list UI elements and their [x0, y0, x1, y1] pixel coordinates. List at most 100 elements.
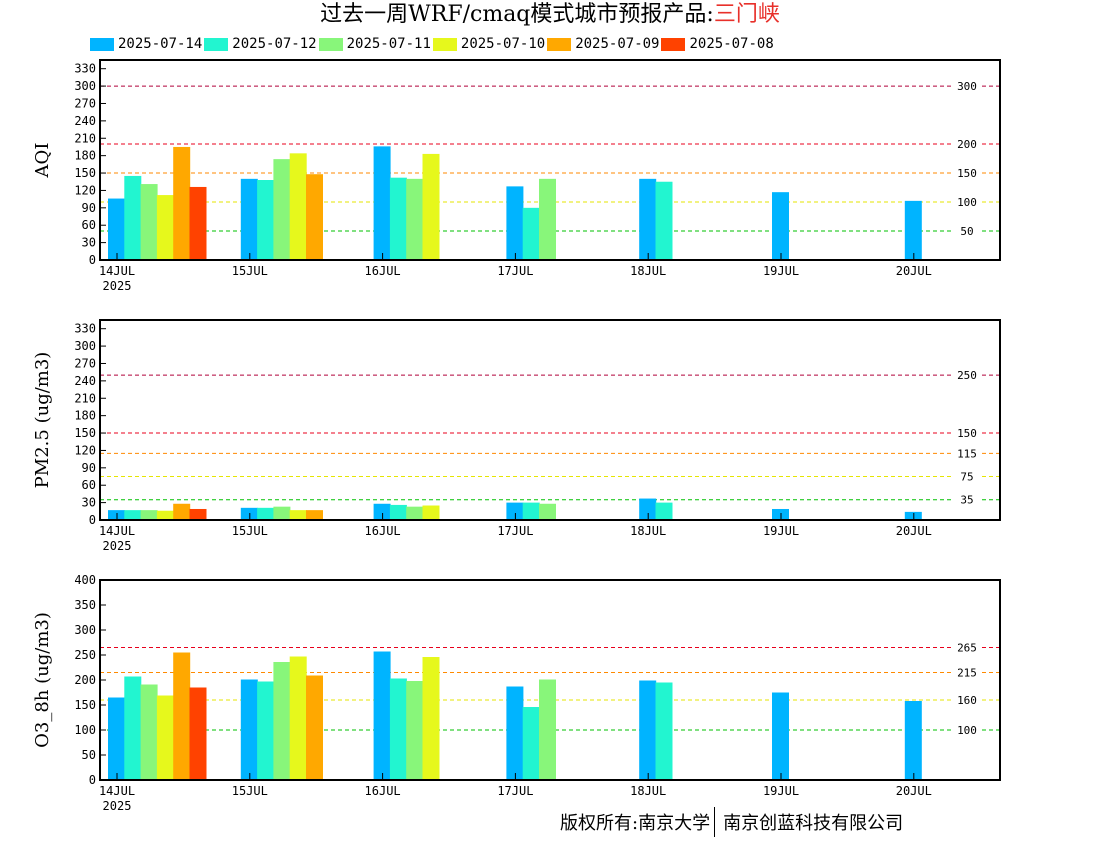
bar — [240, 507, 258, 520]
bar — [189, 687, 207, 780]
bar — [124, 510, 142, 520]
x-tick-label: 15JUL — [232, 264, 268, 278]
x-tick-label: 17JUL — [497, 784, 533, 798]
y-tick-label: 50 — [82, 748, 96, 762]
legend-label: 2025-07-12 — [232, 36, 317, 52]
x-tick-label: 19JUL — [763, 784, 799, 798]
y-axis-label: O3_8h (ug/m3) — [32, 612, 53, 748]
threshold-label: 250 — [957, 369, 977, 382]
threshold-label: 100 — [957, 196, 977, 209]
y-tick-label: 150 — [74, 426, 96, 440]
bar — [406, 178, 424, 260]
plot-frame — [99, 59, 1001, 261]
y-axis-label: AQI — [32, 143, 53, 179]
bar — [124, 175, 142, 260]
chart-title-main: 过去一周WRF/cmaq模式城市预报产品: — [320, 2, 714, 27]
x-tick-label: 14JUL — [99, 264, 135, 278]
bar — [173, 652, 191, 780]
y-tick-label: 330 — [74, 322, 96, 336]
threshold-label-bg — [952, 694, 982, 706]
x-tick-label: 16JUL — [365, 264, 401, 278]
y-tick-label: 250 — [74, 648, 96, 662]
threshold-label: 150 — [957, 427, 977, 440]
bar — [306, 510, 323, 520]
bar — [506, 502, 524, 520]
bar — [539, 503, 556, 520]
legend-label: 2025-07-09 — [575, 36, 660, 52]
copyright-left: 版权所有:南京大学 — [560, 813, 711, 834]
bar — [108, 198, 125, 260]
y-tick-label: 300 — [74, 79, 96, 93]
y-tick-label: 150 — [74, 166, 96, 180]
y-tick-label: 270 — [74, 356, 96, 370]
bar — [140, 684, 158, 780]
x-tick-label: 14JUL — [99, 524, 135, 538]
bar — [373, 503, 391, 520]
y-tick-label: 30 — [82, 236, 96, 250]
legend: 2025-07-14 2025-07-12 2025-07-11 2025-07-10… — [90, 34, 776, 54]
bar — [273, 506, 291, 520]
bar — [289, 153, 307, 260]
plot-frame — [99, 319, 1001, 521]
y-tick-label: 180 — [74, 409, 96, 423]
x-tick-label: 19JUL — [763, 264, 799, 278]
threshold-label: 150 — [957, 167, 977, 180]
bar — [289, 656, 307, 780]
legend-swatch — [432, 37, 457, 51]
x-tick-label: 16JUL — [365, 784, 401, 798]
x-tick-label: 17JUL — [497, 524, 533, 538]
y-tick-label: 400 — [74, 573, 96, 587]
chart-panel-1: 250 150 115 75 35 0 30 60 90 120 150 180 210 240 270 30… — [32, 319, 1001, 553]
bar — [140, 184, 158, 260]
legend-item: 2025-07-08 — [661, 34, 774, 54]
threshold-label: 115 — [957, 447, 977, 460]
y-tick-label: 300 — [74, 623, 96, 637]
bar — [156, 510, 174, 520]
chart-title-city: 三门峡 — [713, 2, 780, 27]
copyright-right: 南京创蓝科技有限公司 — [723, 813, 904, 834]
legend-item: 2025-07-10 — [432, 34, 545, 54]
y-tick-label: 60 — [82, 218, 96, 232]
bar — [539, 679, 556, 780]
threshold-label-bg — [952, 80, 982, 93]
bar — [257, 507, 275, 520]
threshold-label: 160 — [957, 694, 977, 707]
threshold-label: 265 — [957, 642, 977, 655]
x-tick-label: 16JUL — [365, 524, 401, 538]
legend-item: 2025-07-09 — [547, 34, 659, 54]
bar — [639, 178, 657, 260]
y-tick-label: 90 — [82, 201, 96, 215]
bar — [655, 181, 673, 260]
y-tick-label: 300 — [74, 339, 96, 353]
x-tick-label: 20JUL — [896, 264, 932, 278]
legend-swatch — [90, 37, 114, 51]
legend-swatch — [204, 37, 229, 51]
bar — [389, 504, 407, 520]
y-tick-label: 120 — [74, 443, 96, 457]
y-tick-label: 150 — [74, 698, 96, 712]
y-tick-label: 240 — [74, 114, 96, 128]
x-year-label: 2025 — [103, 539, 132, 553]
bar — [273, 159, 291, 260]
legend-item: 2025-07-12 — [204, 34, 317, 54]
legend-swatch — [547, 37, 572, 51]
legend-swatch — [318, 37, 343, 51]
bar — [140, 510, 158, 520]
bar — [422, 657, 440, 780]
bar — [639, 680, 657, 780]
y-tick-label: 200 — [74, 673, 96, 687]
x-tick-label: 18JUL — [630, 264, 666, 278]
bar — [389, 678, 407, 780]
chart-panel-0: 300 200 150 100 50 0 30 60 90 120 150 180 210 240 270 3… — [32, 59, 1001, 293]
y-axis-label: PM2.5 (ug/m3) — [32, 352, 53, 489]
bar — [240, 178, 258, 260]
bar — [173, 146, 191, 260]
bar — [522, 207, 540, 260]
bar — [108, 697, 125, 780]
bar — [373, 651, 391, 780]
bar — [772, 192, 789, 260]
bar — [189, 186, 207, 260]
y-tick-label: 350 — [74, 598, 96, 612]
y-tick-label: 180 — [74, 149, 96, 163]
